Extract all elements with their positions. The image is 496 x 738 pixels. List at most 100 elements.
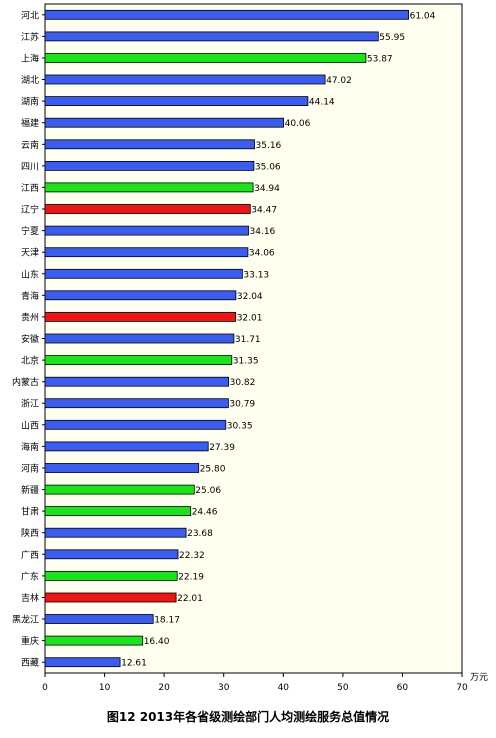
value-label: 33.13: [243, 270, 269, 280]
category-label: 吉林: [21, 592, 39, 604]
bar-1: [44, 9, 410, 20]
value-label: 18.17: [154, 616, 180, 626]
category-label: 青海: [21, 290, 39, 302]
value-label: 32.01: [237, 313, 263, 323]
value-label: 22.01: [177, 594, 203, 604]
bar-17: [44, 355, 233, 366]
value-label: 25.80: [200, 465, 226, 475]
category-label: 浙江: [21, 398, 39, 410]
value-label: 40.06: [285, 119, 311, 129]
x-tick-label: 20: [158, 683, 170, 693]
category-label: 新疆: [21, 484, 39, 496]
value-label: 47.02: [326, 76, 352, 86]
value-label: 34.06: [249, 249, 275, 259]
bar-30: [44, 635, 144, 646]
chart-caption: 图12 2013年各省级测绘部门人均测绘服务总值情况: [106, 710, 390, 724]
bar-16: [44, 333, 235, 344]
bar-22: [44, 463, 200, 473]
value-label: 35.06: [255, 162, 281, 172]
category-label: 河北: [21, 9, 39, 21]
category-label: 北京: [21, 355, 39, 367]
value-label: 61.04: [410, 11, 436, 21]
category-label: 天津: [21, 248, 39, 259]
bar-29: [44, 614, 154, 624]
category-label: 安徽: [21, 333, 39, 345]
x-tick-label: 10: [99, 683, 111, 693]
value-label: 53.87: [367, 55, 393, 65]
value-label: 31.35: [233, 357, 259, 367]
category-label: 西藏: [21, 657, 39, 669]
category-label: 上海: [21, 53, 39, 65]
x-tick-label: 50: [337, 683, 349, 693]
value-label: 44.14: [309, 98, 335, 108]
x-tick-label: 30: [218, 683, 230, 693]
bar-4: [44, 74, 326, 85]
bar-6: [44, 117, 285, 128]
bar-25: [44, 527, 187, 538]
value-label: 30.82: [230, 378, 256, 388]
value-label: 34.16: [250, 227, 276, 237]
value-label: 31.71: [235, 335, 261, 345]
bar-18: [44, 376, 230, 387]
category-label: 云南: [21, 139, 39, 151]
category-label: 江西: [21, 183, 39, 194]
bar-24: [44, 506, 192, 517]
bar-15: [44, 311, 237, 322]
bar-10: [44, 204, 251, 214]
bar-23: [44, 484, 195, 495]
bar-8: [44, 160, 255, 171]
value-label: 34.94: [254, 184, 280, 194]
bar-2: [44, 31, 379, 42]
x-tick-label: 40: [278, 683, 290, 693]
bar-13: [44, 268, 243, 279]
category-label: 陕西: [21, 527, 39, 539]
value-label: 24.46: [192, 508, 218, 518]
bar-28: [44, 592, 177, 603]
value-label: 30.35: [227, 421, 253, 431]
category-label: 河南: [21, 463, 39, 475]
unit-label: 万元: [470, 673, 488, 683]
bar-26: [44, 549, 179, 560]
value-label: 27.39: [209, 443, 235, 453]
x-tick-label: 70: [456, 683, 468, 693]
value-label: 22.32: [179, 551, 205, 561]
bar-chart: 河北 61.04 江苏 55.95 上海 53.87 湖北 47.02 湖南 44.14 福建 40.…: [12, 3, 488, 693]
category-label: 贵州: [21, 311, 39, 323]
value-label: 16.40: [144, 637, 170, 647]
category-label: 山西: [21, 420, 39, 431]
category-label: 湖南: [21, 96, 39, 108]
bar-5: [44, 96, 309, 106]
category-label: 四川: [21, 162, 39, 172]
value-label: 30.79: [229, 400, 255, 410]
value-label: 32.04: [237, 292, 263, 302]
bar-11: [44, 225, 249, 236]
value-label: 34.47: [251, 206, 277, 216]
category-label: 广东: [21, 570, 39, 582]
bar-31: [44, 657, 121, 668]
bar-19: [44, 398, 229, 409]
value-label: 22.19: [178, 572, 204, 582]
value-label: 55.95: [379, 33, 405, 43]
category-label: 黑龙江: [12, 614, 39, 626]
category-label: 广西: [21, 549, 39, 561]
category-label: 山东: [21, 268, 39, 280]
category-label: 福建: [21, 117, 39, 129]
category-label: 宁夏: [21, 225, 39, 237]
bar-14: [44, 290, 237, 301]
category-label: 辽宁: [21, 204, 39, 216]
value-label: 23.68: [187, 529, 213, 539]
category-label: 江苏: [21, 31, 39, 43]
category-label: 湖北: [21, 75, 39, 86]
value-label: 12.61: [121, 659, 147, 669]
category-label: 重庆: [21, 635, 39, 647]
bar-27: [44, 571, 178, 581]
value-label: 35.16: [256, 141, 282, 151]
x-tick-label: 60: [397, 683, 409, 693]
bar-3: [44, 53, 367, 63]
category-label: 甘肃: [21, 506, 39, 518]
bar-7: [44, 139, 255, 150]
category-label: 海南: [21, 441, 39, 453]
bar-9: [44, 182, 254, 193]
category-label: 内蒙古: [12, 376, 39, 388]
